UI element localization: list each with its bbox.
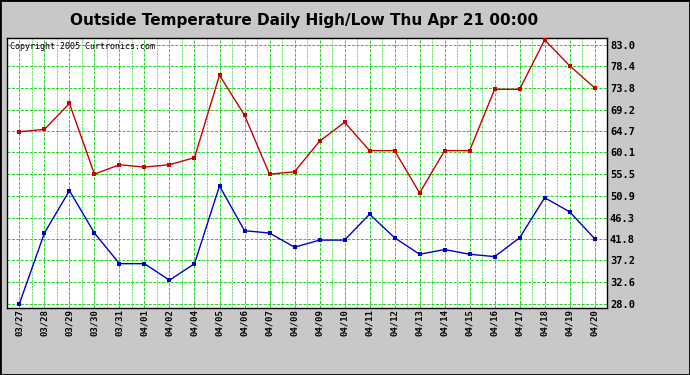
Text: Outside Temperature Daily High/Low Thu Apr 21 00:00: Outside Temperature Daily High/Low Thu A… — [70, 13, 538, 28]
Text: Copyright 2005 Curtronics.com: Copyright 2005 Curtronics.com — [10, 42, 155, 51]
